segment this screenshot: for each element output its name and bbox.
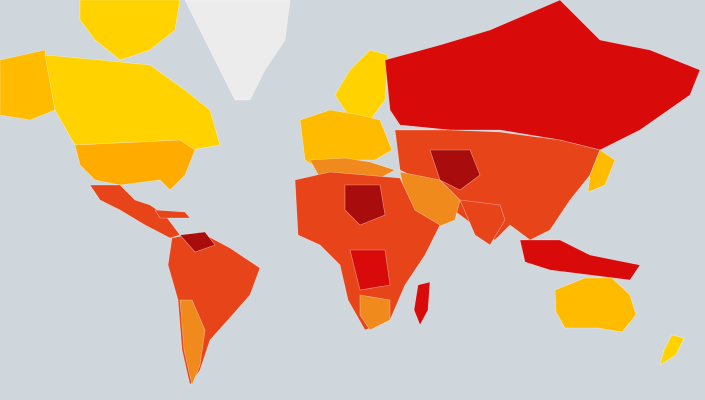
canada <box>44 54 221 151</box>
chile-argentina <box>179 299 206 387</box>
arctic-islands <box>79 0 181 61</box>
new-zealand <box>659 334 685 366</box>
russia <box>384 0 701 151</box>
usa <box>74 139 196 191</box>
india <box>459 199 506 246</box>
alaska <box>0 49 56 121</box>
southeast-asia <box>519 239 641 281</box>
madagascar <box>413 281 431 326</box>
congo <box>349 249 391 291</box>
southern-africa <box>359 294 391 331</box>
central-asia <box>429 149 481 191</box>
caribbean <box>154 209 191 219</box>
central-africa <box>344 184 386 226</box>
venezuela <box>179 231 216 253</box>
greenland <box>184 0 291 101</box>
japan <box>587 149 616 193</box>
australia <box>554 277 637 333</box>
